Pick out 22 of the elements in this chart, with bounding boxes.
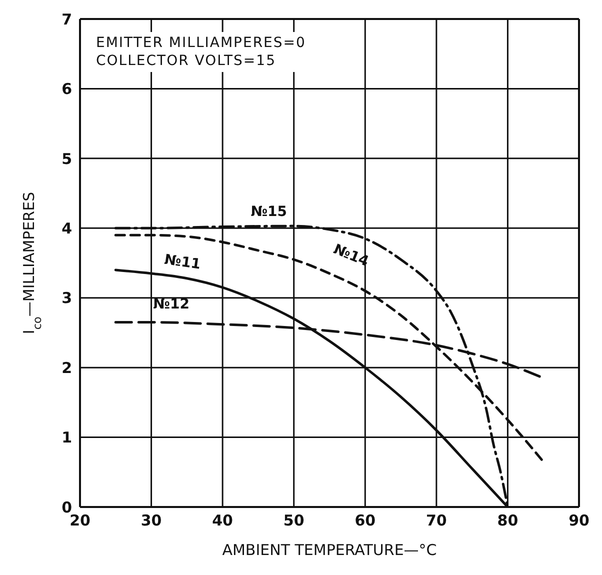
x-tick-label: 80	[497, 512, 518, 530]
y-tick-label: 3	[62, 289, 72, 308]
series-label: №12	[153, 296, 190, 312]
x-tick-label: 40	[212, 512, 234, 530]
x-tick-label: 20	[70, 512, 90, 530]
x-tick-label: 50	[283, 512, 304, 530]
x-tick-label: 70	[426, 512, 447, 530]
y-tick-label: 5	[62, 150, 72, 168]
x-axis-title: AMBIENT TEMPERATURE—°C	[222, 541, 437, 559]
y-tick-label: 6	[62, 80, 72, 98]
annotation: EMITTER MILLIAMPERES=0	[96, 34, 306, 52]
y-tick-label: 0	[62, 498, 72, 516]
x-tick-label: 90	[568, 512, 590, 530]
series-label: №15	[250, 204, 288, 220]
y-tick-label: 2	[62, 358, 72, 377]
annotation: COLLECTOR VOLTS=15	[96, 52, 277, 70]
y-tick-label: 7	[62, 10, 72, 28]
y-tick-label: 1	[62, 428, 72, 447]
text: №11	[163, 252, 202, 273]
y-tick-label: 4	[62, 219, 72, 238]
x-tick-label: 30	[140, 512, 162, 530]
x-tick-label: 60	[354, 512, 376, 530]
